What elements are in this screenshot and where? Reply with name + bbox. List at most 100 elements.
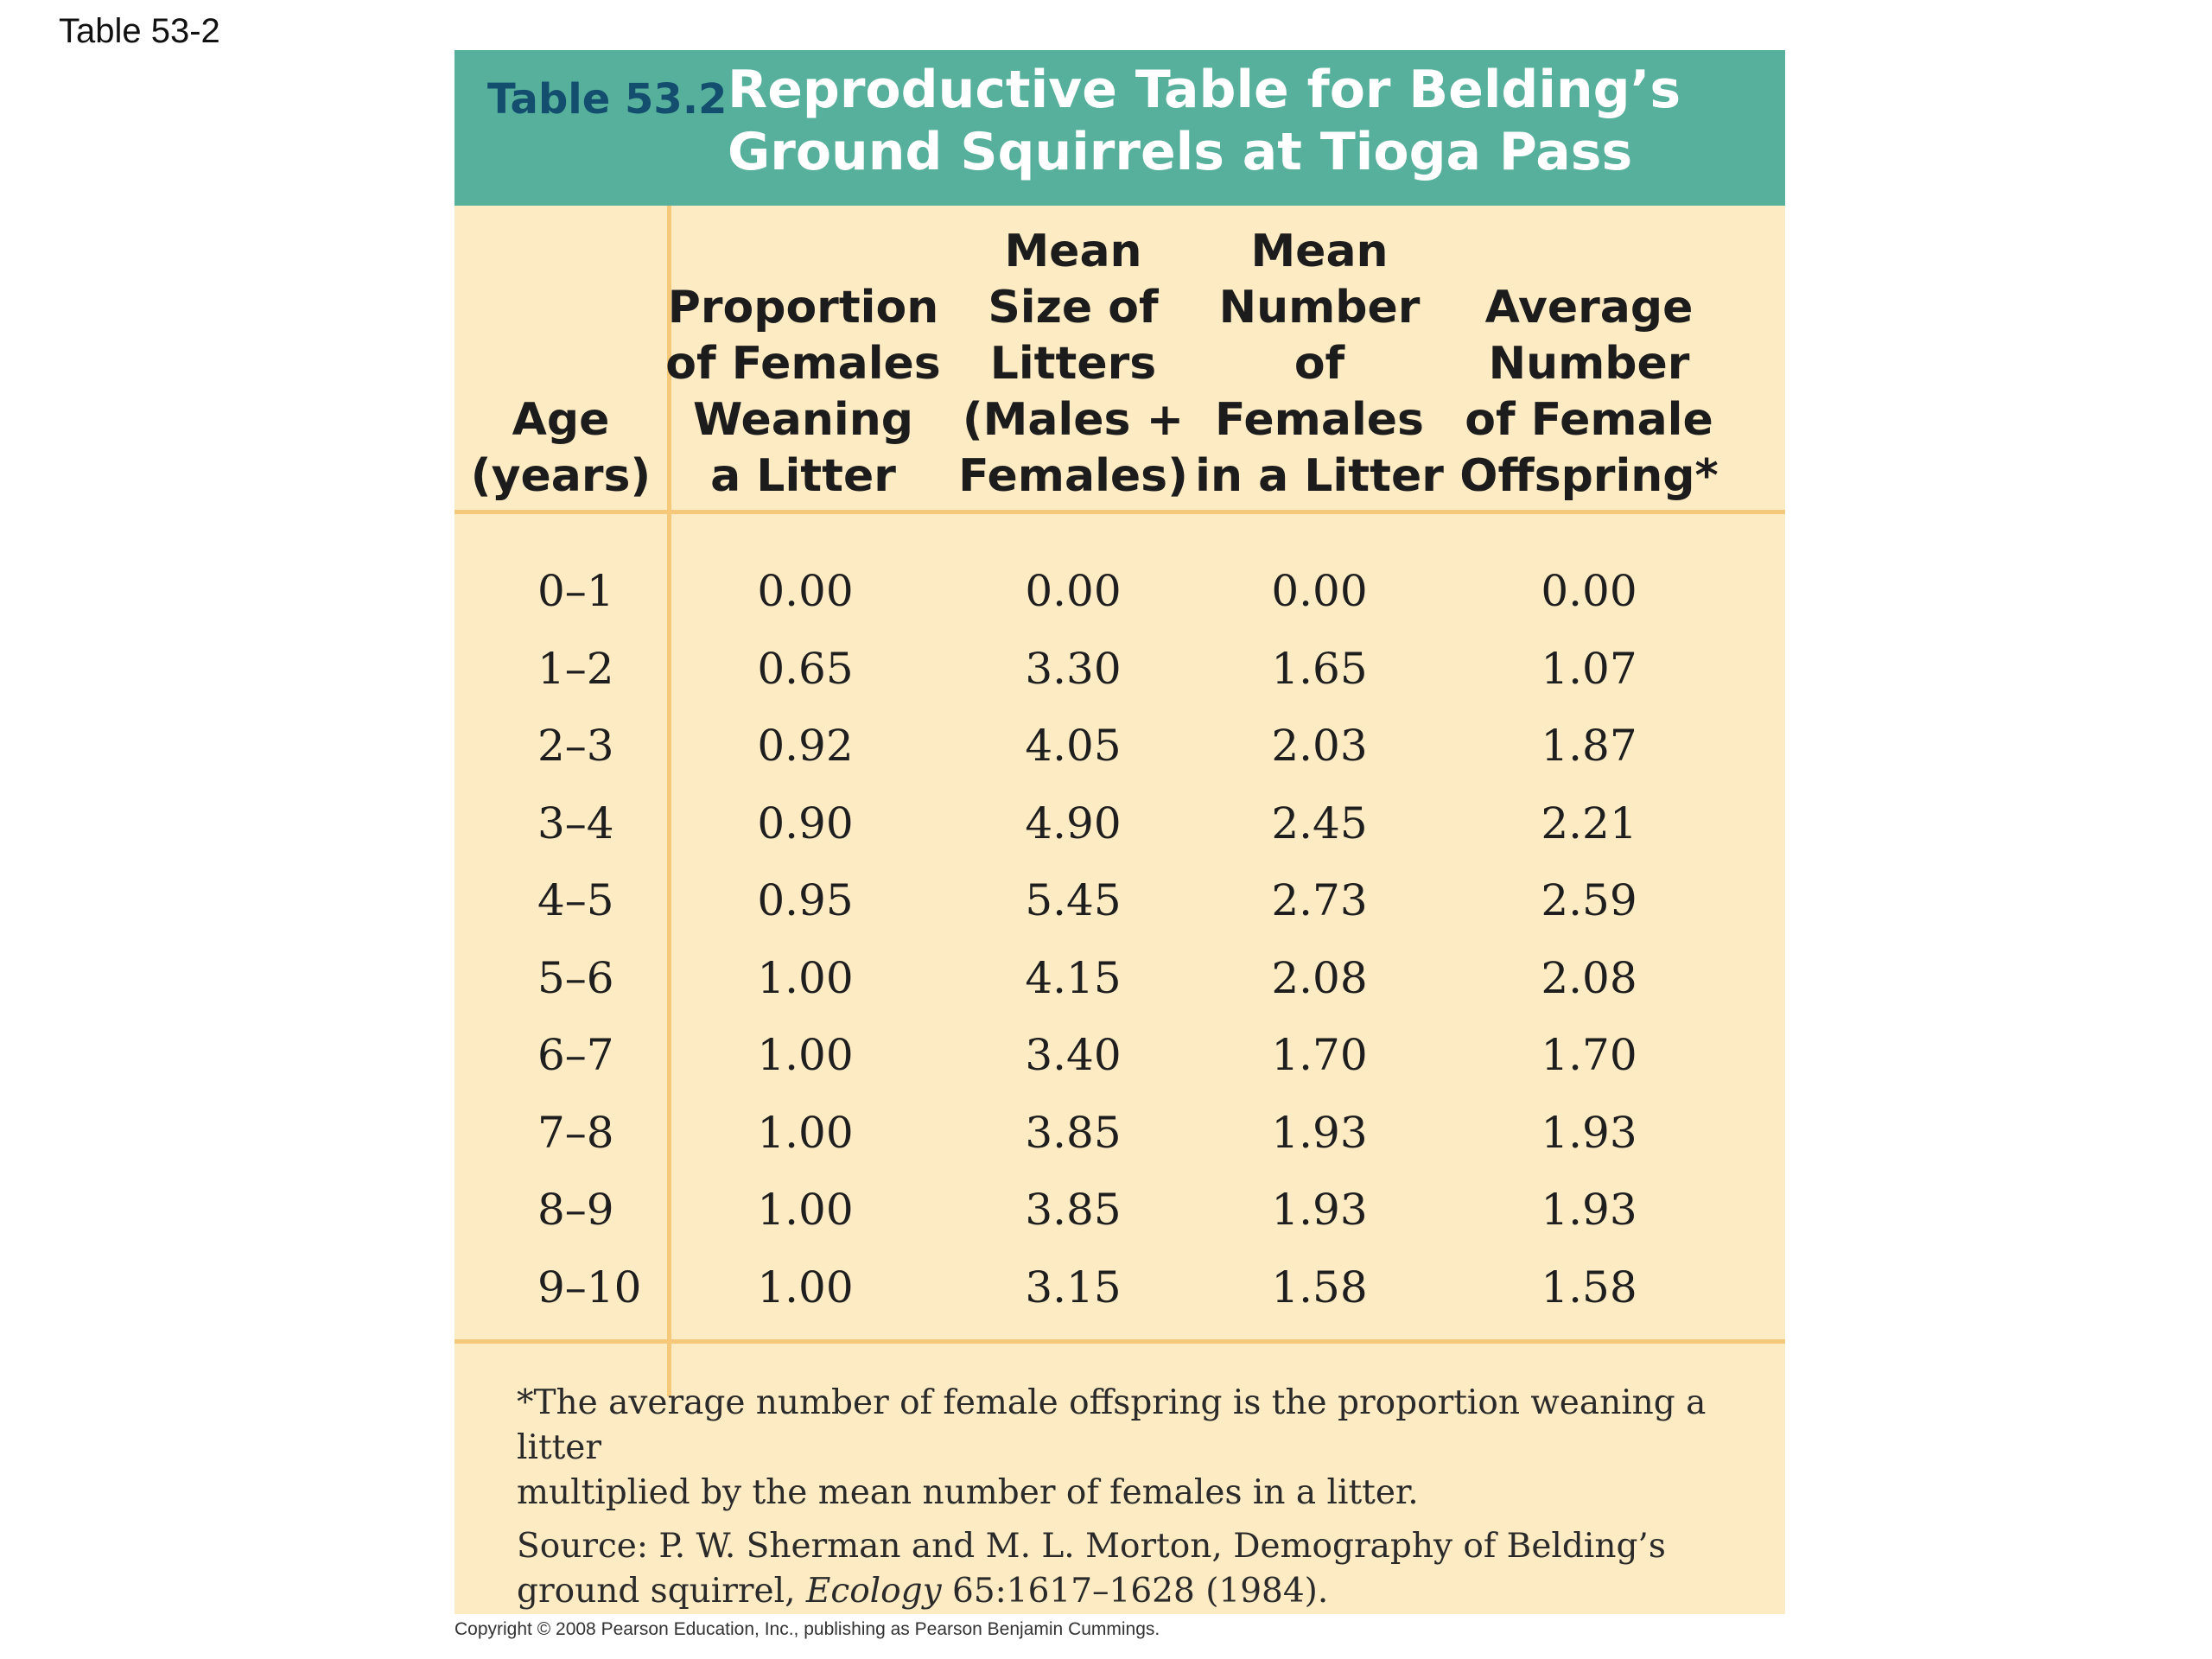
header-line: Average [1484,282,1694,334]
cell-proportion: 0.90 [757,798,854,849]
header-line: in a Litter [1195,450,1444,502]
table-row: 3–4 0.90 4.90 2.45 2.21 [454,797,1785,874]
header-line: (years) [470,450,652,502]
header-line: Litters [989,338,1157,390]
reproductive-table: Table 53.2 Reproductive Table for Beldin… [454,50,1785,1614]
cell-offspring: 1.07 [1541,643,1637,694]
header-age: Age (years) [454,219,667,505]
header-mean-females: Mean Number of Females in a Litter [1195,219,1444,505]
header-line: of Female [1465,394,1713,446]
source-line-suffix: 65:1617–1628 (1984). [941,1572,1329,1611]
cell-litter-size: 4.15 [1025,952,1122,1003]
table-title: Reproductive Table for Belding’s Ground … [728,59,1764,183]
cell-proportion: 1.00 [757,952,854,1003]
header-line: Offspring* [1459,450,1719,502]
cell-proportion: 1.00 [757,1185,854,1235]
cell-age: 8–9 [537,1185,614,1235]
cell-offspring: 1.93 [1541,1107,1637,1158]
header-line: Number [1488,338,1690,390]
header-line: Females [1215,394,1424,446]
header-rule [454,510,1785,514]
cell-litter-size: 3.85 [1025,1185,1122,1235]
cell-females: 2.08 [1271,952,1368,1003]
cell-litter-size: 4.05 [1025,721,1122,771]
copyright-notice: Copyright © 2008 Pearson Education, Inc.… [454,1619,1160,1639]
cell-age: 2–3 [537,721,614,771]
header-line: (Males + [962,394,1185,446]
footnote-line: *The average number of female offspring … [517,1383,1707,1467]
body-rule [454,1339,1785,1344]
cell-age: 3–4 [537,798,614,849]
cell-offspring: 2.08 [1541,952,1637,1003]
cell-litter-size: 3.85 [1025,1107,1122,1158]
cell-age: 5–6 [537,952,614,1003]
cell-females: 1.70 [1271,1030,1368,1080]
cell-females: 0.00 [1271,566,1368,616]
cell-offspring: 1.70 [1541,1030,1637,1080]
footnote-text: *The average number of female offspring … [517,1381,1761,1516]
cell-litter-size: 0.00 [1025,566,1122,616]
table-body: 0–1 0.00 0.00 0.00 0.00 1–2 0.65 3.30 1.… [454,564,1785,1338]
slide-label: Table 53-2 [59,12,220,50]
table-title-bar: Table 53.2 Reproductive Table for Beldin… [454,50,1785,206]
header-line: Weaning [693,394,913,446]
table-row: 2–3 0.92 4.05 2.03 1.87 [454,719,1785,797]
cell-litter-size: 3.30 [1025,643,1122,694]
cell-litter-size: 3.15 [1025,1262,1122,1313]
cell-females: 2.45 [1271,798,1368,849]
cell-litter-size: 4.90 [1025,798,1122,849]
header-line: Mean [1004,226,1142,277]
cell-proportion: 1.00 [757,1107,854,1158]
source-journal: Ecology [805,1572,942,1611]
cell-age: 4–5 [537,875,614,925]
header-line: a Litter [710,450,896,502]
table-row: 7–8 1.00 3.85 1.93 1.93 [454,1106,1785,1184]
table-title-line: Ground Squirrels at Tioga Pass [728,122,1633,182]
cell-females: 1.93 [1271,1107,1368,1158]
header-line: Number [1218,282,1421,334]
cell-females: 1.65 [1271,643,1368,694]
table-row: 8–9 1.00 3.85 1.93 1.93 [454,1183,1785,1261]
header-line: Size of [988,282,1159,334]
cell-age: 6–7 [537,1030,614,1080]
table-row: 5–6 1.00 4.15 2.08 2.08 [454,951,1785,1029]
table-title-line: Reproductive Table for Belding’s [728,60,1681,120]
footnote-line: multiplied by the mean number of females… [517,1473,1419,1512]
cell-proportion: 0.92 [757,721,854,771]
cell-females: 2.73 [1271,875,1368,925]
cell-age: 7–8 [537,1107,614,1158]
table-row: 9–10 1.00 3.15 1.58 1.58 [454,1261,1785,1338]
table-row: 0–1 0.00 0.00 0.00 0.00 [454,564,1785,642]
cell-offspring: 1.93 [1541,1185,1637,1235]
cell-offspring: 1.87 [1541,721,1637,771]
age-column-divider [667,206,671,1396]
table-row: 6–7 1.00 3.40 1.70 1.70 [454,1028,1785,1106]
header-line: of Females [665,338,941,390]
cell-age: 1–2 [537,643,614,694]
cell-age: 0–1 [537,566,614,616]
header-line: Mean [1250,226,1389,277]
table-row: 1–2 0.65 3.30 1.65 1.07 [454,642,1785,720]
source-citation: Source: P. W. Sherman and M. L. Morton, … [517,1524,1761,1614]
header-line: Proportion [667,282,939,334]
table-number: Table 53.2 [487,75,728,124]
cell-proportion: 0.00 [757,566,854,616]
cell-offspring: 2.59 [1541,875,1637,925]
source-line-prefix: ground squirrel, [517,1572,806,1611]
header-line: Females) [958,450,1188,502]
header-proportion-weaning: Proportion of Females Weaning a Litter [665,219,940,505]
header-line: Age [512,394,610,446]
cell-proportion: 1.00 [757,1030,854,1080]
header-average-female-offspring: Average Number of Female Offspring* [1436,219,1742,505]
cell-age: 9–10 [537,1262,642,1313]
cell-offspring: 0.00 [1541,566,1637,616]
cell-females: 1.58 [1271,1262,1368,1313]
cell-offspring: 2.21 [1541,798,1637,849]
cell-proportion: 0.95 [757,875,854,925]
cell-litter-size: 5.45 [1025,875,1122,925]
table-row: 4–5 0.95 5.45 2.73 2.59 [454,874,1785,951]
cell-proportion: 0.65 [757,643,854,694]
header-mean-litter-size: Mean Size of Litters (Males + Females) [944,219,1203,505]
header-line: of [1294,338,1345,390]
cell-offspring: 1.58 [1541,1262,1637,1313]
